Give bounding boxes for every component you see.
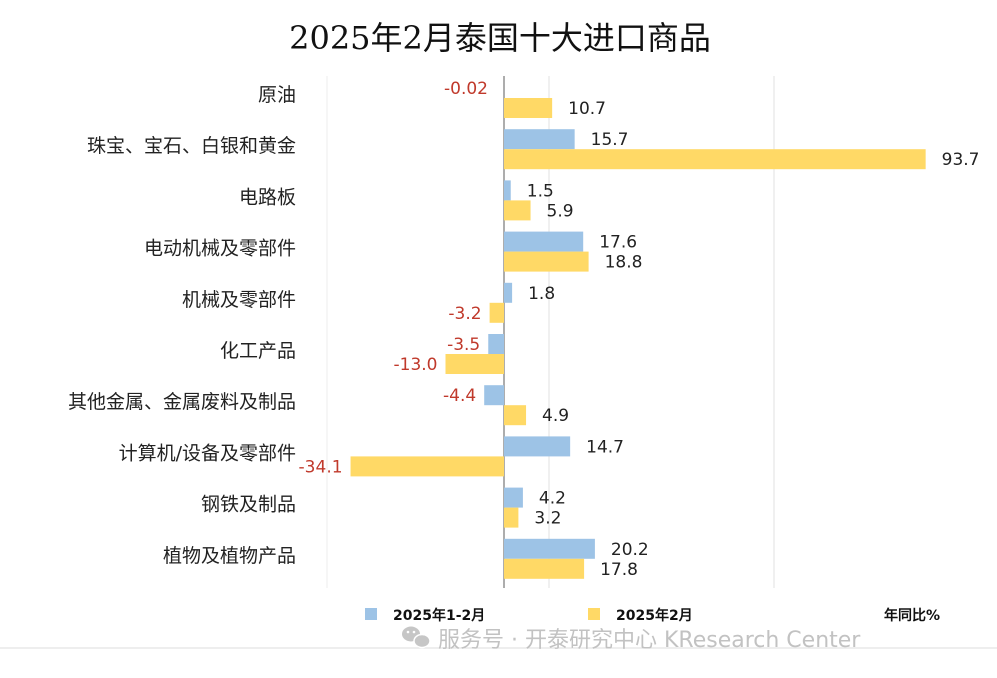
annotation-label: -0.02 [444, 79, 488, 99]
wechat-icon [402, 626, 431, 649]
chart-title: 2025年2月泰国十大进口商品 [289, 19, 711, 57]
data-label: 1.8 [528, 284, 555, 304]
bar [504, 149, 926, 170]
data-label: 93.7 [942, 150, 980, 170]
category-labels: 原油珠宝、宝石、白银和黄金电路板电动机械及零部件机械及零部件化工产品其他金属、金… [68, 84, 296, 567]
category-label: 电动机械及零部件 [144, 238, 296, 260]
data-label: -3.2 [448, 304, 481, 324]
bar [445, 354, 504, 374]
bar [504, 98, 553, 118]
data-label: 15.7 [591, 130, 629, 150]
data-label: 10.7 [568, 99, 606, 119]
watermark-text: 服务号 · 开泰研究中心 KResearch Center [438, 628, 861, 653]
bar [504, 231, 584, 252]
bar [504, 507, 519, 528]
data-label: 14.7 [586, 437, 624, 457]
category-label: 其他金属、金属废料及制品 [68, 391, 296, 413]
watermark: 服务号 · 开泰研究中心 KResearch Center [402, 626, 861, 653]
bar [504, 129, 575, 150]
category-label: 原油 [258, 84, 296, 106]
unit-label: 年同比% [884, 607, 940, 624]
category-label: 机械及零部件 [182, 289, 296, 311]
data-label: -3.5 [447, 335, 480, 355]
legend-label: 2025年2月 [616, 607, 693, 624]
data-label: -13.0 [394, 355, 438, 375]
data-label: 17.6 [599, 233, 637, 253]
category-label: 钢铁及制品 [201, 494, 296, 516]
data-label: 5.9 [547, 201, 574, 221]
data-label: 4.2 [539, 489, 566, 509]
data-label: 18.8 [605, 253, 643, 273]
data-label: 3.2 [534, 509, 561, 529]
data-label: -4.4 [443, 386, 476, 406]
bar [504, 538, 595, 559]
bar [504, 251, 589, 272]
legend-label: 2025年1-2月 [393, 607, 485, 624]
bar [504, 487, 523, 508]
data-label: 1.5 [527, 181, 554, 201]
bar [504, 200, 531, 221]
data-label: 4.9 [542, 406, 569, 426]
legend: 2025年1-2月 2025年2月 年同比% [365, 607, 940, 624]
bar [350, 456, 504, 477]
category-label: 珠宝、宝石、白银和黄金 [87, 135, 296, 157]
bar [504, 405, 527, 426]
legend-swatch [365, 608, 377, 620]
data-label: 20.2 [611, 540, 649, 560]
category-label: 计算机/设备及零部件 [119, 442, 296, 464]
data-label: 17.8 [600, 560, 638, 580]
bar [504, 282, 513, 303]
category-label: 植物及植物产品 [163, 545, 296, 567]
data-labels: 10.7 15.7 93.7 1.55.9 17.618.8 1.8 -3.2 -3.5 -13… [299, 79, 980, 580]
bars [350, 98, 926, 579]
category-label: 化工产品 [220, 340, 296, 362]
legend-swatch [588, 608, 600, 620]
bar [504, 436, 571, 457]
data-label: -34.1 [299, 457, 343, 477]
bar [504, 558, 585, 579]
bar [504, 180, 511, 201]
category-label: 电路板 [239, 186, 296, 208]
bar [484, 385, 504, 406]
bar [489, 302, 504, 323]
bar [488, 334, 504, 354]
